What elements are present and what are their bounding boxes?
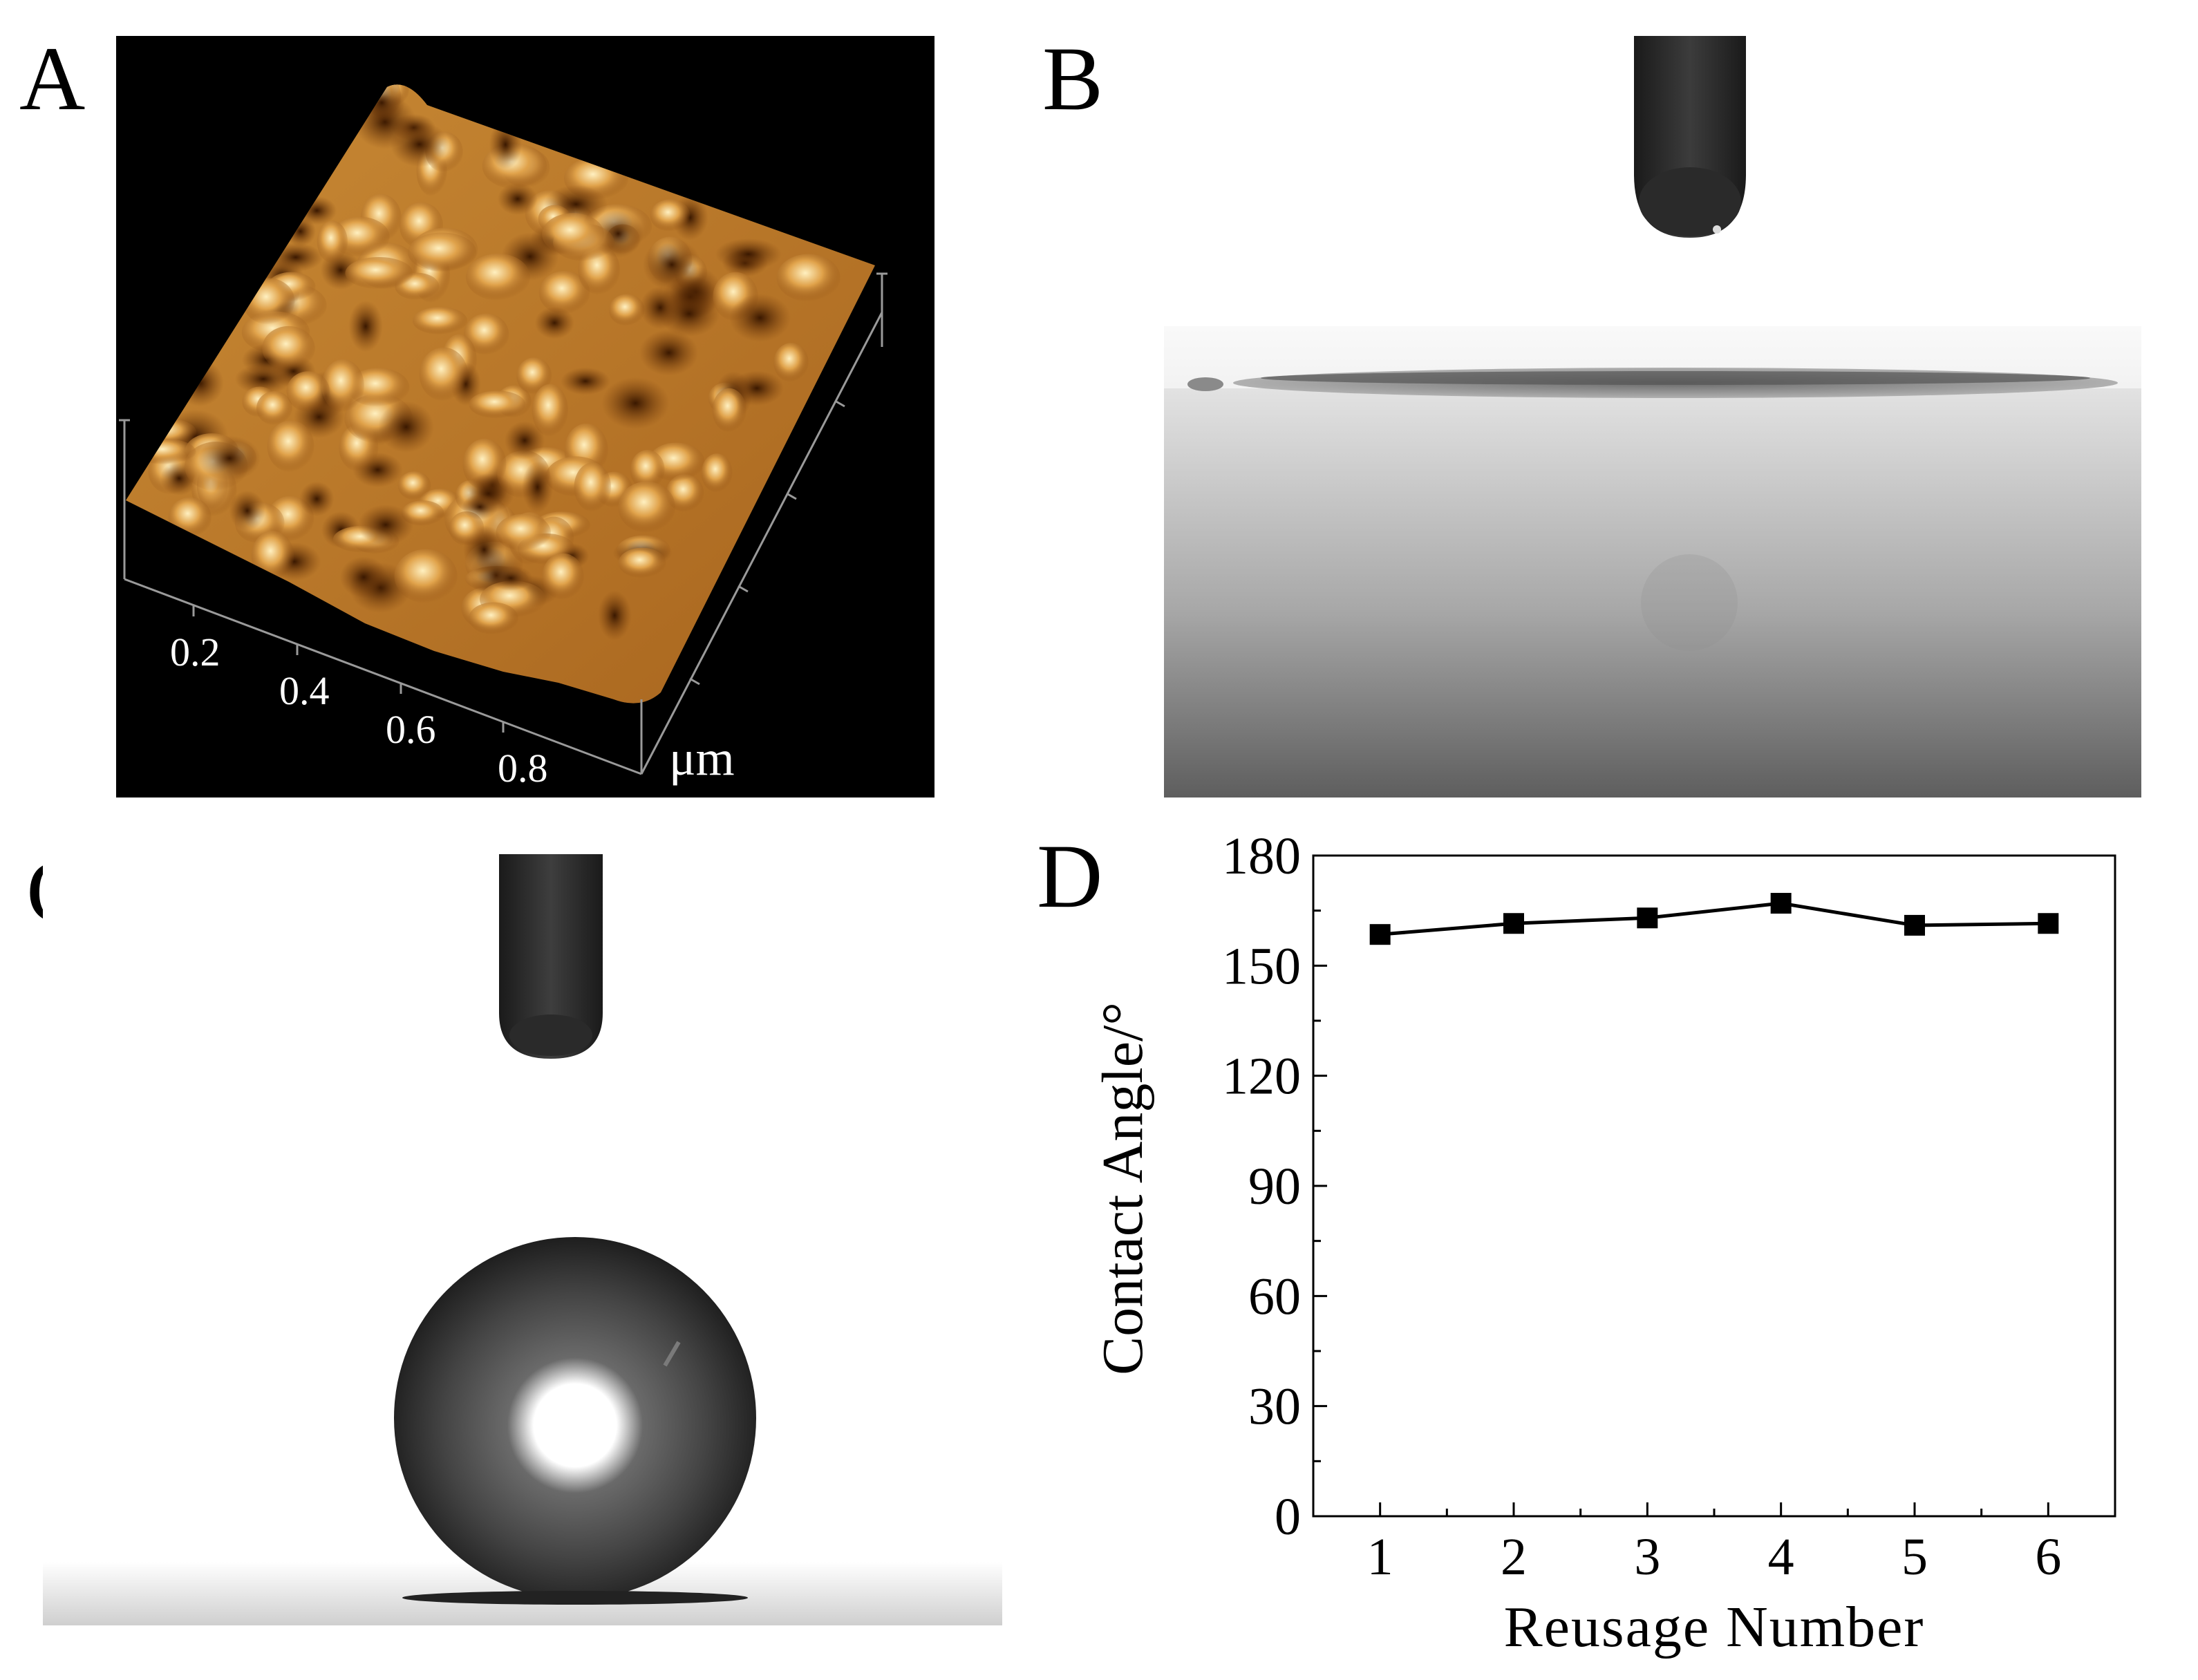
series-contact-angle xyxy=(1369,893,2059,945)
substrate-background xyxy=(1164,326,2141,797)
x-axis-label: Reusage Number xyxy=(1504,1595,1925,1659)
y-axis: 0 30 60 90 120 150 180 xyxy=(1222,829,1327,1546)
syringe-needle xyxy=(499,854,603,1059)
panel-label-a: A xyxy=(19,28,86,129)
x-tick-label: 5 xyxy=(1901,1528,1928,1586)
y-tick-label: 60 xyxy=(1248,1267,1301,1325)
data-point-marker xyxy=(2038,913,2059,934)
y-tick-label: 180 xyxy=(1222,829,1301,885)
x-tick-label: 4 xyxy=(1768,1528,1794,1586)
afm-surface-svg xyxy=(119,84,887,775)
afm-tick-label-0-6: 0.6 xyxy=(386,707,436,752)
contact-angle-chart-svg: 0 30 60 90 120 150 180 1 2 3 4 5 6 Reusage Number C… xyxy=(1091,829,2116,1659)
afm-tick-label-0-4: 0.4 xyxy=(279,668,330,713)
data-point-marker xyxy=(1904,914,1925,936)
x-tick-label: 3 xyxy=(1634,1528,1660,1586)
y-tick-label: 150 xyxy=(1222,937,1301,995)
y-tick-label: 0 xyxy=(1275,1488,1301,1546)
droplet-superhydrophobic-image xyxy=(43,854,1002,1625)
x-tick-label: 2 xyxy=(1501,1528,1527,1586)
contact-angle-chart: 0 30 60 90 120 150 180 1 2 3 4 5 6 Reusage Number C… xyxy=(1078,829,2143,1672)
y-tick-label: 90 xyxy=(1248,1158,1301,1216)
afm-axis-ticks xyxy=(192,399,845,733)
y-axis-label: Contact Angle/° xyxy=(1091,1002,1155,1375)
y-tick-label: 120 xyxy=(1222,1048,1301,1106)
afm-topography-image: 0.2 0.4 0.6 0.8 μm xyxy=(116,36,934,797)
x-axis: 1 2 3 4 5 6 xyxy=(1367,1502,2061,1586)
afm-axis-frame xyxy=(119,272,887,775)
y-tick-label: 30 xyxy=(1248,1378,1301,1436)
data-point-marker xyxy=(1637,907,1658,929)
panel-label-b: B xyxy=(1042,28,1104,129)
data-point-marker xyxy=(1369,924,1391,945)
afm-tick-label-0-2: 0.2 xyxy=(170,630,220,674)
water-droplet xyxy=(394,1237,756,1599)
x-tick-label: 6 xyxy=(2035,1528,2061,1586)
droplet-spread-image xyxy=(1164,36,2141,797)
data-point-marker xyxy=(1770,893,1792,914)
data-point-marker xyxy=(1503,913,1524,934)
plot-frame xyxy=(1312,854,2116,1518)
afm-tick-label-0-8: 0.8 xyxy=(498,746,548,791)
series-line xyxy=(1380,901,2049,936)
afm-unit-label: μm xyxy=(669,730,735,786)
panel-label-d: D xyxy=(1037,825,1103,927)
x-tick-label: 1 xyxy=(1367,1528,1393,1586)
